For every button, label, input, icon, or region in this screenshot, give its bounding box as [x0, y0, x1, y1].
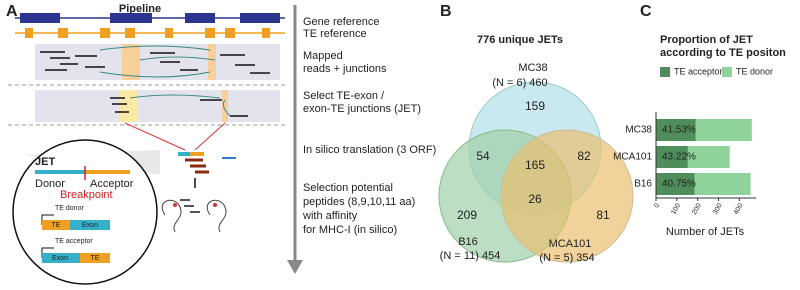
translation-icons [161, 152, 236, 233]
inset-label: Acceptor [90, 178, 134, 190]
pipeline-step: Gene reference [303, 16, 379, 28]
inset-label: TE [52, 222, 61, 229]
x-tick-label: 200 [691, 202, 703, 216]
inset-label: Exon [52, 255, 68, 262]
pipeline-step: In silico translation (3 ORF) [303, 144, 436, 156]
y-tick-label: B16 [634, 179, 652, 190]
inset-label: TE donor [55, 205, 84, 212]
legend-label: TE donor [736, 66, 773, 76]
bar-segment [687, 146, 730, 168]
set-name: B16 [458, 236, 478, 248]
panel-letter: A [6, 3, 18, 20]
pipeline-step: Select TE-exon / [303, 90, 385, 102]
y-tick-label: MC38 [625, 125, 652, 136]
legend-label: TE acceptor [674, 66, 723, 76]
pipeline-step: Selection potential [303, 182, 393, 194]
inset-label: JET [35, 156, 55, 168]
legend-swatch [660, 67, 670, 77]
region-count: 165 [525, 158, 545, 172]
region-count: 82 [577, 149, 591, 163]
pipeline-step: for MHC-I (in silico) [303, 224, 397, 236]
set-name: MCA101 [549, 238, 592, 250]
reads-track [8, 44, 285, 151]
panel-title: 776 unique JETs [477, 34, 563, 46]
inset-label: Breakpoint [60, 189, 113, 201]
share-label: 41.53% [662, 125, 696, 136]
x-axis-label: Number of JETs [666, 226, 745, 238]
chart-title: Proportion of JET [660, 34, 753, 46]
legend-swatch [722, 67, 732, 77]
inset-label: Donor [35, 178, 65, 190]
pipeline-step: reads + junctions [303, 63, 387, 75]
bar-segment [694, 173, 751, 195]
panel-title: Pipeline [119, 3, 161, 15]
venn-set [500, 129, 634, 263]
panel-letter: C [640, 3, 652, 20]
y-tick-label: MCA101 [613, 152, 652, 163]
x-tick-label: 0 [653, 202, 661, 209]
pipeline-step: TE reference [303, 28, 367, 40]
inset-label: TE [91, 255, 100, 262]
inset-label: TE acceptor [55, 238, 93, 245]
gene-track [15, 13, 285, 38]
chart-title: according to TE positon [660, 47, 786, 59]
set-detail: (N = 6) 460 [492, 77, 547, 89]
set-name: MC38 [518, 62, 547, 74]
pipeline-step: exon-TE junctions (JET) [303, 103, 421, 115]
x-tick-label: 100 [670, 202, 682, 216]
pipeline-step: Mapped [303, 50, 343, 62]
pipeline-step: peptides (8,9,10,11 aa) [303, 196, 415, 208]
panel-letter: B [440, 3, 452, 20]
bar-segment [656, 146, 688, 168]
pipeline-arrow [287, 260, 303, 274]
share-label: 43.22% [662, 152, 696, 163]
region-count: 54 [476, 149, 490, 163]
bar-segment [656, 173, 695, 195]
region-count: 209 [457, 208, 477, 222]
pipeline-step: with affinity [302, 210, 358, 222]
set-detail: (N = 11) 454 [440, 250, 501, 262]
x-tick-label: 300 [712, 202, 724, 216]
region-count: 26 [528, 192, 542, 206]
region-count: 159 [525, 99, 545, 113]
share-label: 40.75% [662, 179, 696, 190]
x-tick-label: 400 [733, 202, 745, 216]
inset-label: Exon [82, 222, 98, 229]
bar-segment [656, 119, 696, 141]
set-detail: (N = 5) 354 [539, 252, 594, 264]
bar-segment [695, 119, 752, 141]
region-count: 81 [596, 208, 610, 222]
